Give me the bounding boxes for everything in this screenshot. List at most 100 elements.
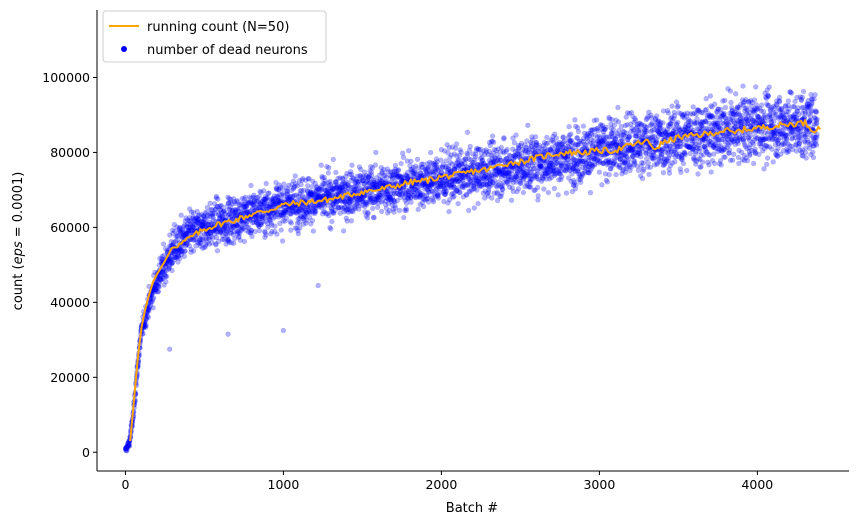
- data-point: [158, 276, 164, 282]
- data-point: [370, 205, 376, 212]
- data-point: [278, 227, 284, 233]
- data-point: [143, 322, 149, 329]
- data-point: [535, 193, 541, 199]
- data-point: [174, 237, 181, 243]
- data-point: [698, 164, 704, 170]
- data-point: [178, 251, 185, 258]
- data-point: [167, 243, 173, 249]
- data-point: [162, 274, 169, 280]
- data-point: [639, 175, 646, 182]
- data-point: [491, 139, 497, 146]
- data-point: [155, 283, 161, 289]
- data-point: [186, 227, 192, 234]
- data-point: [179, 249, 186, 255]
- data-point: [298, 181, 304, 188]
- data-point: [684, 167, 690, 174]
- data-point: [125, 441, 131, 447]
- data-point: [122, 445, 129, 452]
- data-point: [177, 255, 183, 262]
- data-point: [184, 231, 190, 237]
- data-point: [678, 169, 684, 176]
- data-point: [157, 255, 163, 262]
- data-point: [184, 221, 191, 227]
- data-point: [769, 146, 775, 152]
- data-point: [178, 225, 184, 231]
- data-point: [372, 162, 379, 168]
- data-point: [172, 249, 179, 255]
- data-point: [157, 276, 163, 282]
- data-point: [167, 255, 173, 262]
- data-point: [408, 158, 414, 165]
- data-point: [494, 189, 500, 196]
- data-point: [810, 149, 816, 156]
- data-point: [186, 227, 192, 234]
- data-point: [184, 241, 190, 247]
- data-point: [660, 170, 667, 176]
- x-tick-label: 2000: [425, 477, 457, 492]
- data-point: [788, 90, 795, 96]
- data-point: [144, 313, 151, 320]
- data-point: [178, 229, 184, 235]
- data-point: [654, 140, 660, 146]
- legend-label-dead-neurons: number of dead neurons: [147, 43, 308, 58]
- data-point: [396, 207, 403, 214]
- data-point: [325, 170, 331, 176]
- data-point: [559, 174, 565, 180]
- data-point: [176, 226, 183, 232]
- data-point: [280, 327, 287, 334]
- data-point: [428, 149, 434, 156]
- data-point: [174, 248, 180, 255]
- y-axis-label-suffix: = 0.0001): [11, 172, 26, 242]
- data-point: [185, 224, 192, 230]
- data-point: [179, 234, 185, 240]
- data-point: [248, 182, 254, 189]
- data-point: [392, 162, 399, 169]
- data-point: [152, 287, 159, 293]
- data-point: [125, 440, 132, 446]
- data-point: [186, 217, 193, 224]
- data-point: [190, 237, 197, 243]
- data-point: [160, 275, 166, 281]
- data-point: [672, 159, 678, 165]
- data-point: [189, 224, 196, 231]
- data-point: [593, 117, 600, 123]
- data-point: [153, 287, 160, 293]
- data-point: [174, 233, 181, 239]
- data-point: [167, 232, 173, 238]
- data-point: [124, 443, 130, 449]
- data-point: [189, 226, 195, 233]
- data-point: [182, 218, 189, 224]
- data-point: [165, 266, 172, 272]
- data-point: [599, 182, 605, 188]
- data-point: [183, 231, 189, 238]
- data-point: [171, 239, 177, 246]
- data-point: [191, 221, 197, 227]
- data-point: [811, 96, 817, 102]
- data-point: [281, 181, 287, 187]
- data-point: [146, 304, 153, 311]
- data-point: [179, 233, 186, 240]
- data-point: [180, 223, 187, 230]
- data-point: [176, 250, 182, 256]
- data-point: [176, 225, 183, 231]
- data-point: [169, 260, 176, 266]
- x-tick-label: 3000: [583, 477, 615, 492]
- data-point: [671, 112, 678, 119]
- data-point: [126, 443, 133, 449]
- data-point: [414, 156, 421, 163]
- data-point: [695, 171, 701, 177]
- data-point: [645, 160, 651, 166]
- data-point: [124, 443, 131, 449]
- data-point: [466, 207, 472, 214]
- data-point: [315, 282, 321, 289]
- data-point: [435, 195, 442, 201]
- data-point: [152, 286, 159, 293]
- data-point: [187, 221, 193, 228]
- data-point: [810, 154, 817, 161]
- data-point: [125, 443, 131, 450]
- data-point: [146, 307, 152, 313]
- data-point: [171, 228, 178, 235]
- data-point: [158, 272, 164, 278]
- x-tick-label: 4000: [741, 477, 773, 492]
- data-point: [438, 157, 444, 163]
